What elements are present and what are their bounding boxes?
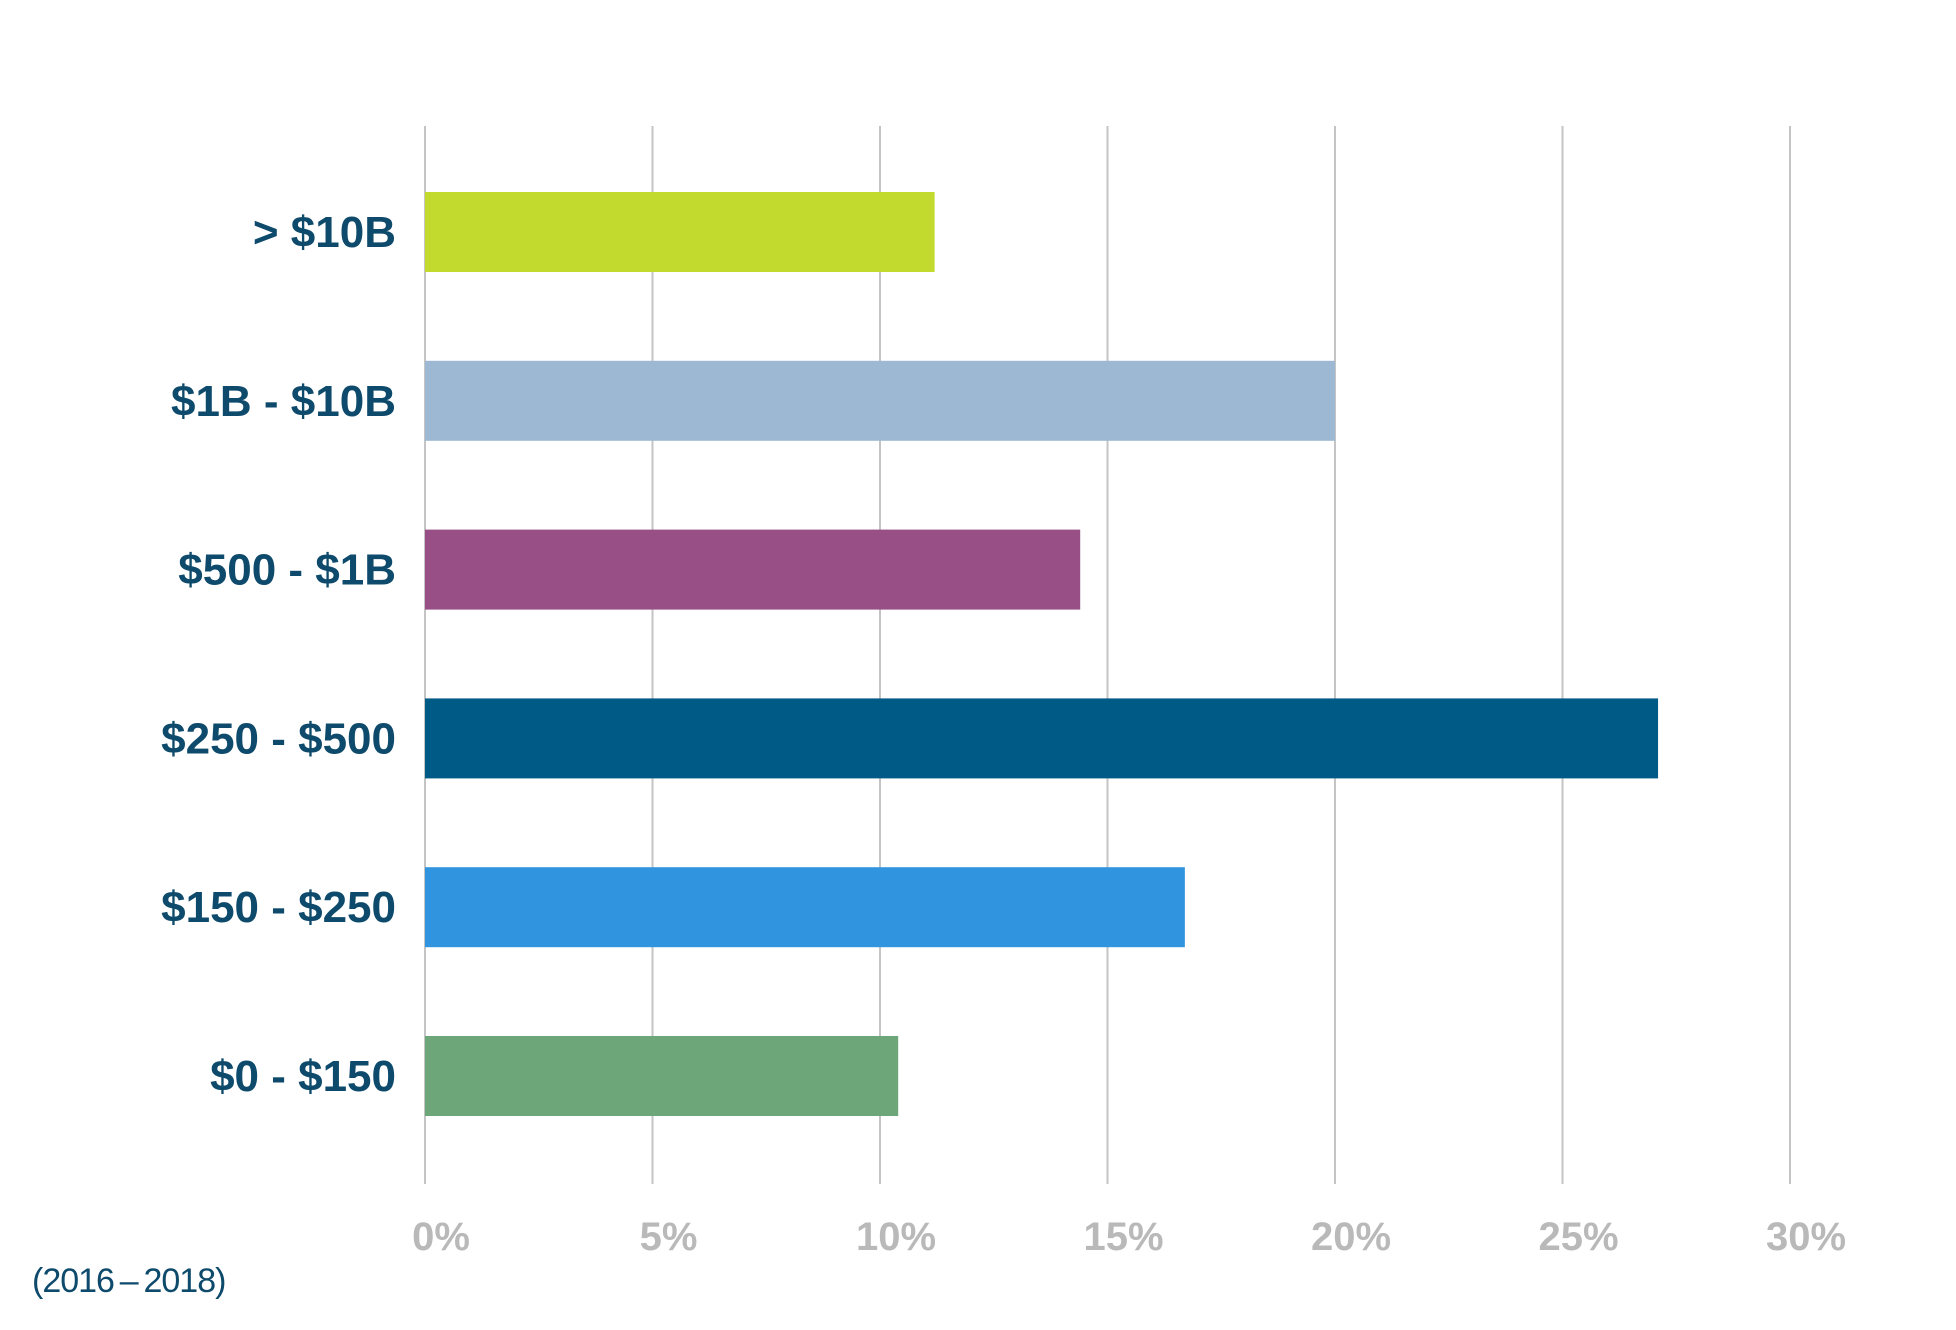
x-tick-label: 30% xyxy=(1766,1215,1846,1259)
x-tick-label: 5% xyxy=(640,1215,698,1259)
bar xyxy=(425,1036,899,1116)
bar xyxy=(425,192,935,272)
x-tick-label: 0% xyxy=(412,1215,470,1259)
category-label: $250 - $500 xyxy=(161,714,396,763)
category-label: $150 - $250 xyxy=(161,883,396,932)
x-tick-label: 15% xyxy=(1083,1215,1163,1259)
x-tick-label: 10% xyxy=(856,1215,936,1259)
date-range-note: (2016 – 2018) xyxy=(32,1262,226,1300)
category-labels: > $10B $1B - $10B $500 - $1B $250 - $500 $15… xyxy=(161,208,396,1101)
category-label: $1B - $10B xyxy=(171,377,396,426)
category-label: > $10B xyxy=(253,208,396,257)
bar xyxy=(425,867,1185,948)
category-label: $500 - $1B xyxy=(178,546,396,595)
category-label: $0 - $150 xyxy=(210,1052,396,1101)
bar xyxy=(425,360,1335,441)
x-axis-tick-labels: 0% 5% 10% 15% 20% 25% 30% xyxy=(412,1215,1846,1259)
bar xyxy=(425,529,1081,610)
bar xyxy=(425,698,1659,779)
bars xyxy=(425,192,1659,1116)
x-tick-label: 25% xyxy=(1538,1215,1618,1259)
gridlines xyxy=(424,126,1791,1184)
x-tick-label: 20% xyxy=(1311,1215,1391,1259)
